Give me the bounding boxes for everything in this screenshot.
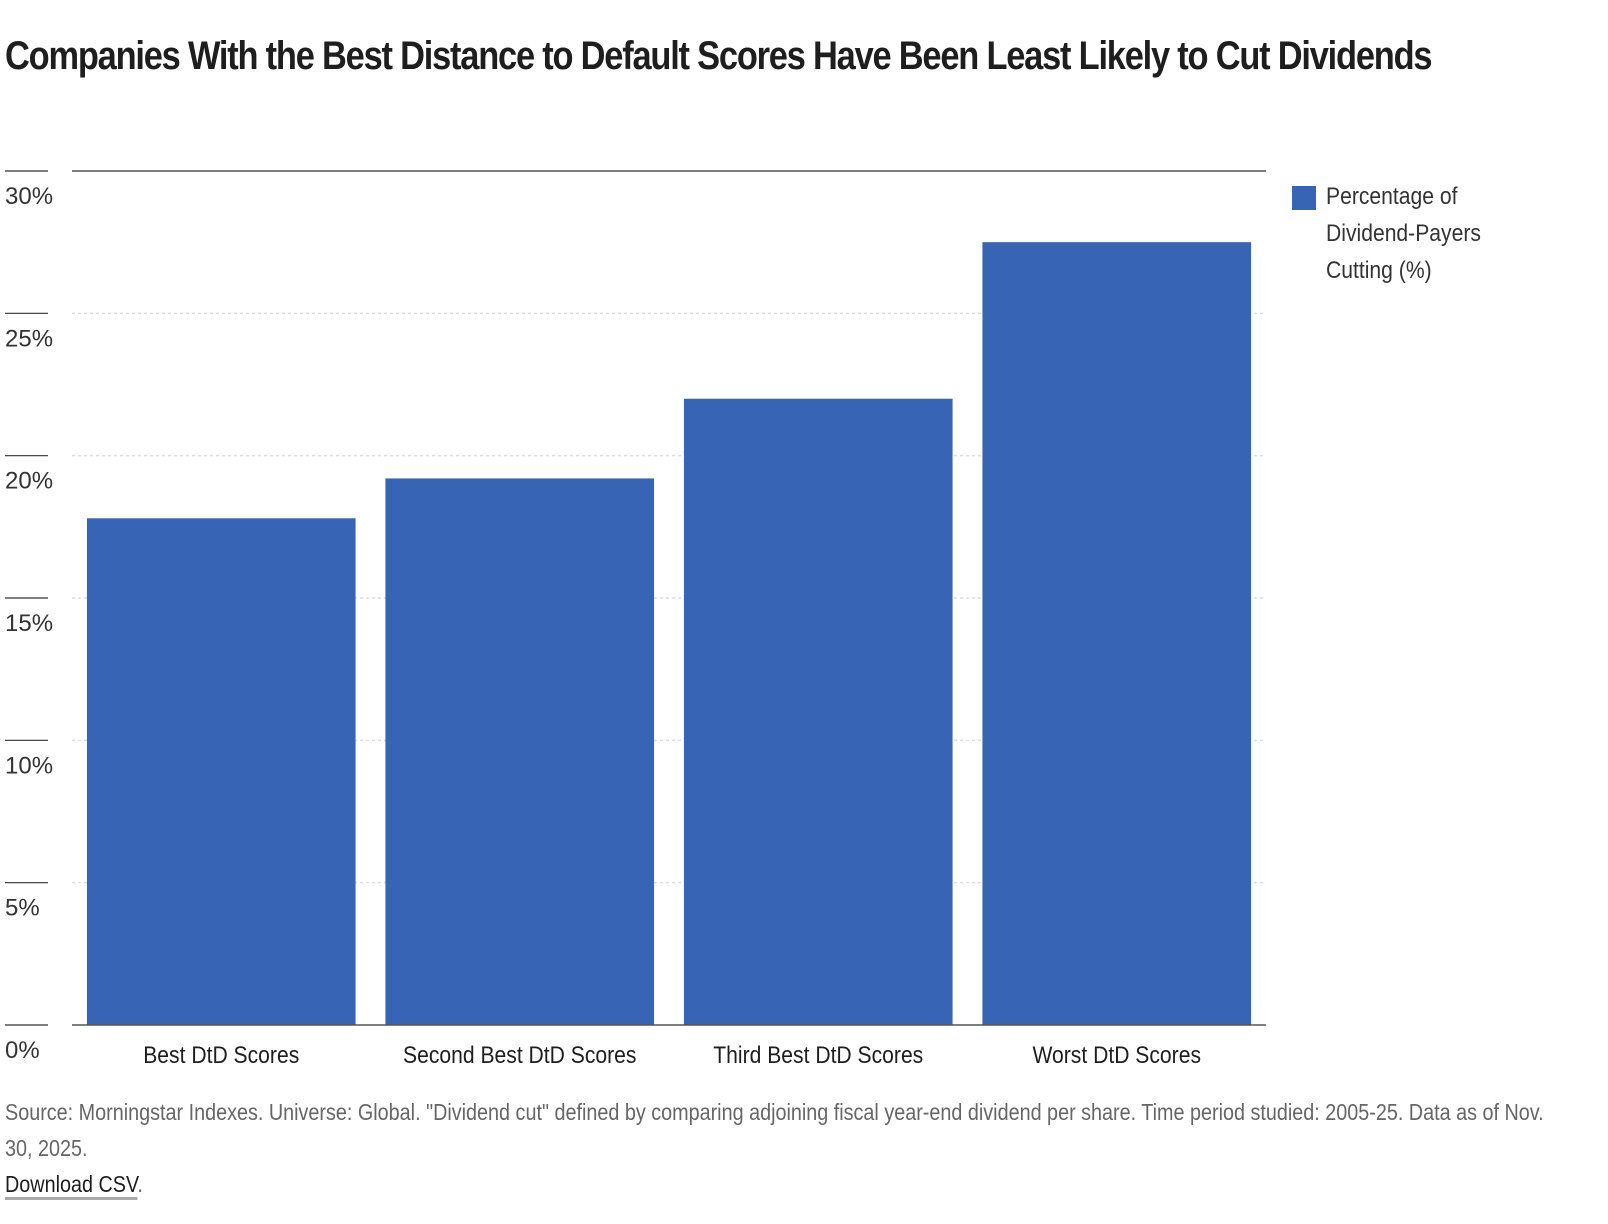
source-note: Source: Morningstar Indexes. Universe: G… xyxy=(5,1099,1544,1161)
x-category-label: Best DtD Scores xyxy=(143,1042,299,1069)
bar xyxy=(982,242,1252,1025)
x-category-label: Second Best DtD Scores xyxy=(403,1042,636,1069)
chart-title: Companies With the Best Distance to Defa… xyxy=(5,34,1433,78)
bar xyxy=(683,398,953,1025)
footnote: Source: Morningstar Indexes. Universe: G… xyxy=(5,1094,1570,1202)
legend-label: Percentage of Dividend-Payers Cutting (%… xyxy=(1326,183,1481,284)
y-tick-label: 0% xyxy=(5,1037,40,1064)
legend: Percentage of Dividend-Payers Cutting (%… xyxy=(1292,178,1566,289)
x-category-label: Worst DtD Scores xyxy=(1032,1042,1201,1069)
y-tick-label: 10% xyxy=(5,752,53,779)
bar xyxy=(86,518,356,1025)
bar xyxy=(385,478,655,1025)
y-tick-label: 15% xyxy=(5,610,53,637)
download-csv-link[interactable]: Download CSV xyxy=(5,1171,138,1200)
legend-swatch xyxy=(1292,186,1316,210)
y-tick-label: 5% xyxy=(5,895,40,922)
y-tick-label: 30% xyxy=(5,183,53,210)
download-suffix: . xyxy=(137,1171,143,1197)
y-tick-label: 25% xyxy=(5,325,53,352)
x-category-label: Third Best DtD Scores xyxy=(713,1042,923,1069)
y-tick-label: 20% xyxy=(5,468,53,495)
